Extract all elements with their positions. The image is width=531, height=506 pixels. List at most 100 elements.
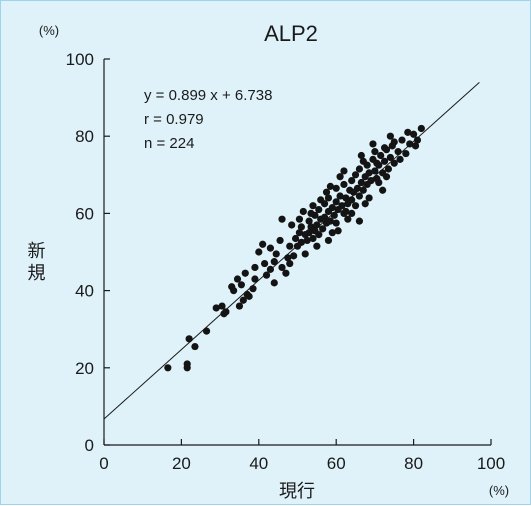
data-point	[386, 153, 394, 162]
data-point	[365, 194, 373, 202]
data-point	[348, 196, 356, 204]
data-point	[305, 217, 313, 225]
data-point	[326, 217, 334, 225]
data-point	[328, 204, 336, 212]
data-point	[357, 151, 365, 160]
data-point	[355, 192, 364, 200]
x-axis-title: 現行	[279, 481, 315, 502]
data-point	[303, 236, 311, 245]
sample-count: n = 224	[144, 135, 194, 152]
data-point	[359, 157, 367, 165]
data-point	[336, 173, 344, 181]
data-point	[261, 259, 269, 268]
data-point	[371, 167, 379, 175]
data-point	[237, 281, 245, 289]
data-point	[288, 221, 296, 229]
data-point	[336, 192, 344, 200]
data-point	[351, 202, 360, 210]
data-point	[270, 258, 278, 266]
data-point	[377, 151, 385, 160]
data-point	[355, 217, 364, 225]
data-point	[164, 364, 172, 372]
data-point	[290, 252, 298, 260]
data-point	[295, 215, 304, 223]
data-point	[359, 186, 367, 194]
data-point	[218, 302, 226, 310]
data-point	[355, 165, 364, 173]
data-point	[357, 178, 365, 187]
data-point	[249, 285, 257, 293]
data-point	[262, 271, 271, 279]
chart-title: ALP2	[264, 21, 318, 46]
data-point	[299, 207, 307, 216]
data-point	[241, 269, 249, 277]
data-point	[342, 207, 350, 216]
data-point	[297, 238, 305, 246]
x-tick-label: 100	[477, 454, 505, 473]
data-point	[330, 211, 338, 219]
data-point	[367, 176, 375, 185]
data-point	[326, 182, 334, 190]
y-tick-label: 80	[75, 127, 94, 146]
data-point	[396, 155, 404, 163]
data-point	[348, 176, 356, 185]
data-point	[230, 287, 238, 295]
data-point	[305, 229, 313, 237]
data-point	[373, 159, 381, 167]
data-point	[406, 140, 414, 148]
regression-line	[103, 82, 480, 420]
x-tick-label: 60	[327, 454, 346, 473]
data-point	[212, 304, 220, 312]
data-point	[324, 194, 333, 202]
data-point	[286, 242, 294, 250]
data-point	[245, 292, 253, 300]
data-point	[191, 342, 199, 351]
regression-equation: y = 0.899 x + 6.738	[144, 87, 272, 104]
data-point	[342, 194, 350, 202]
data-point	[379, 186, 387, 194]
data-point	[384, 165, 393, 173]
data-point	[380, 144, 389, 152]
data-point	[307, 209, 315, 217]
data-point	[259, 240, 267, 248]
data-point	[185, 335, 193, 343]
data-point	[404, 128, 412, 136]
data-point	[413, 136, 422, 144]
data-point	[313, 221, 321, 229]
data-point	[380, 157, 389, 165]
y-tick-label: 100	[66, 50, 94, 69]
data-point	[361, 200, 369, 208]
data-point	[398, 136, 406, 144]
data-point	[338, 202, 346, 210]
x-tick-label: 80	[404, 454, 423, 473]
data-point	[334, 227, 342, 235]
y-tick-label: 60	[75, 204, 94, 223]
data-point	[382, 173, 391, 181]
data-point	[411, 142, 420, 150]
data-point	[202, 327, 211, 335]
data-point	[239, 296, 247, 304]
data-point	[390, 159, 398, 167]
data-point	[369, 140, 377, 148]
data-point	[278, 215, 286, 223]
data-point	[351, 171, 360, 179]
plot-area: 0 20 40 60 80 100 0 20 40 60 80 100	[66, 50, 506, 473]
data-point	[272, 250, 280, 258]
data-point	[286, 259, 294, 268]
data-point	[266, 265, 275, 273]
data-point	[315, 205, 323, 214]
x-axis-unit: (%)	[489, 483, 509, 498]
data-point	[371, 148, 379, 156]
y-axis-unit: (%)	[39, 23, 59, 38]
data-point	[313, 242, 321, 250]
data-point	[183, 360, 191, 368]
x-tick-label: 0	[99, 454, 108, 473]
data-point	[353, 184, 362, 192]
data-point	[278, 263, 286, 272]
data-point	[328, 229, 336, 237]
correlation-value: r = 0.979	[144, 111, 204, 128]
data-point	[282, 269, 290, 277]
data-point	[270, 279, 278, 287]
data-point	[251, 263, 259, 272]
data-point	[291, 234, 300, 243]
